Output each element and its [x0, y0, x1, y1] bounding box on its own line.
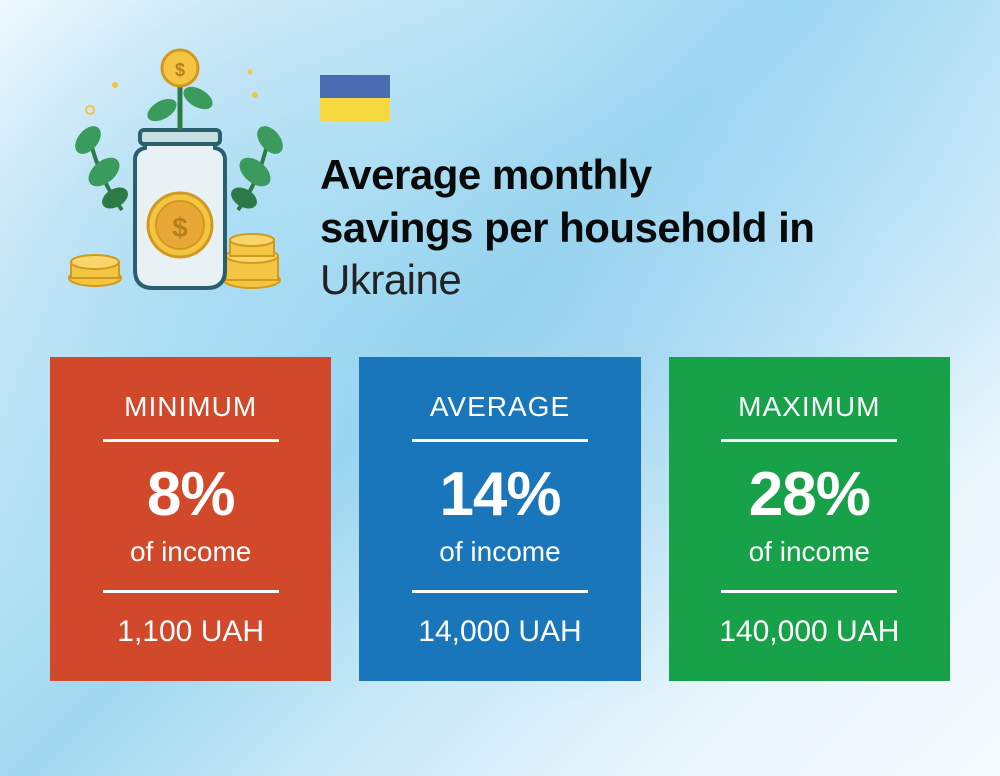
flag-bottom-stripe: [320, 98, 390, 121]
svg-text:$: $: [172, 212, 188, 243]
title-country: Ukraine: [320, 254, 814, 307]
title-line-2: savings per household in: [320, 202, 814, 255]
card-percent: 8%: [147, 464, 235, 526]
card-divider: [721, 590, 897, 593]
svg-text:$: $: [175, 60, 185, 80]
ukraine-flag-icon: [320, 75, 390, 121]
card-sub: of income: [749, 536, 870, 568]
card-label: MINIMUM: [124, 391, 257, 423]
card-divider: [412, 590, 588, 593]
savings-jar-illustration: $ $: [60, 40, 290, 300]
card-percent: 28%: [749, 464, 870, 526]
stat-cards-row: MINIMUM 8% of income 1,100 UAH AVERAGE 1…: [0, 327, 1000, 721]
stat-card-average: AVERAGE 14% of income 14,000 UAH: [359, 357, 640, 681]
stat-card-minimum: MINIMUM 8% of income 1,100 UAH: [50, 357, 331, 681]
card-percent: 14%: [439, 464, 560, 526]
title-block: Average monthly savings per household in…: [320, 40, 814, 307]
card-divider: [103, 439, 279, 442]
card-amount: 1,100 UAH: [117, 615, 264, 649]
flag-top-stripe: [320, 75, 390, 98]
card-label: MAXIMUM: [738, 391, 880, 423]
card-amount: 14,000 UAH: [418, 615, 581, 649]
card-amount: 140,000 UAH: [719, 615, 899, 649]
stat-card-maximum: MAXIMUM 28% of income 140,000 UAH: [669, 357, 950, 681]
card-divider: [412, 439, 588, 442]
card-sub: of income: [130, 536, 251, 568]
card-divider: [103, 590, 279, 593]
card-sub: of income: [439, 536, 560, 568]
title-line-1: Average monthly: [320, 149, 814, 202]
card-label: AVERAGE: [430, 391, 570, 423]
header: $ $ Ave: [0, 0, 1000, 327]
card-divider: [721, 439, 897, 442]
